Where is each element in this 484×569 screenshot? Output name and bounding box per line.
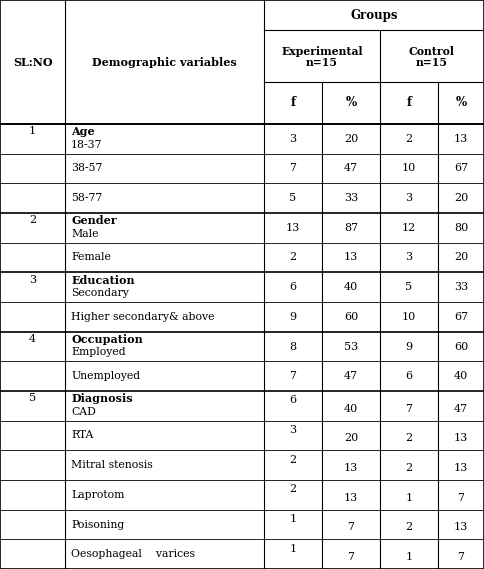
Text: 13: 13	[454, 522, 468, 533]
Text: Poisoning: Poisoning	[71, 519, 124, 530]
Text: 1: 1	[406, 552, 412, 562]
Text: Mitral stenosis: Mitral stenosis	[71, 460, 153, 470]
Text: 12: 12	[402, 223, 416, 233]
Text: 47: 47	[454, 404, 468, 414]
Text: 13: 13	[454, 134, 468, 144]
Text: Oesophageal    varices: Oesophageal varices	[71, 549, 195, 559]
Text: 10: 10	[402, 163, 416, 174]
Text: 5: 5	[406, 282, 412, 292]
Text: 4: 4	[29, 334, 36, 344]
Text: 9: 9	[406, 341, 412, 352]
Text: 3: 3	[406, 193, 412, 203]
Text: 7: 7	[289, 163, 296, 174]
Text: 47: 47	[344, 163, 358, 174]
Text: 7: 7	[348, 522, 354, 533]
Text: 1: 1	[406, 493, 412, 503]
Text: 13: 13	[286, 223, 300, 233]
Text: 60: 60	[454, 341, 468, 352]
Text: 3: 3	[406, 253, 412, 262]
Text: 9: 9	[289, 312, 296, 322]
Text: 13: 13	[454, 463, 468, 473]
Text: 87: 87	[344, 223, 358, 233]
Text: Unemployed: Unemployed	[71, 371, 140, 381]
Text: CAD: CAD	[71, 407, 96, 417]
Text: 53: 53	[344, 341, 358, 352]
Text: 2: 2	[289, 455, 296, 465]
Text: 2: 2	[289, 484, 296, 494]
Text: 3: 3	[289, 134, 296, 144]
Text: 60: 60	[344, 312, 358, 322]
Text: 33: 33	[454, 282, 468, 292]
Text: Employed: Employed	[71, 348, 126, 357]
Text: 1: 1	[289, 514, 296, 524]
Text: Control: Control	[409, 46, 455, 57]
Text: 5: 5	[29, 393, 36, 403]
Text: 3: 3	[29, 275, 36, 284]
Text: 67: 67	[454, 163, 468, 174]
Text: 7: 7	[457, 493, 465, 503]
Text: Occupation: Occupation	[71, 334, 143, 345]
Text: 13: 13	[454, 434, 468, 443]
Text: 7: 7	[289, 371, 296, 381]
Text: Groups: Groups	[350, 9, 398, 22]
Text: Diagnosis: Diagnosis	[71, 393, 133, 405]
Text: Laprotom: Laprotom	[71, 490, 124, 500]
Text: 13: 13	[344, 253, 358, 262]
Text: 47: 47	[344, 371, 358, 381]
Text: 20: 20	[454, 193, 468, 203]
Text: %: %	[455, 97, 467, 109]
Text: 40: 40	[344, 282, 358, 292]
Text: n=15: n=15	[416, 57, 448, 68]
Text: 7: 7	[457, 552, 465, 562]
Text: Age: Age	[71, 126, 95, 137]
Text: 2: 2	[29, 215, 36, 225]
Text: Experimental: Experimental	[281, 46, 363, 57]
Text: 2: 2	[289, 253, 296, 262]
Text: Demographic variables: Demographic variables	[92, 56, 237, 68]
Text: %: %	[346, 97, 356, 109]
Text: 40: 40	[344, 404, 358, 414]
Text: 18-37: 18-37	[71, 140, 103, 150]
Text: f: f	[407, 97, 411, 109]
Text: RTA: RTA	[71, 431, 93, 440]
Text: 20: 20	[344, 134, 358, 144]
Text: 7: 7	[348, 552, 354, 562]
Text: 2: 2	[406, 134, 412, 144]
Text: 1: 1	[29, 126, 36, 137]
Text: 10: 10	[402, 312, 416, 322]
Text: Higher secondary& above: Higher secondary& above	[71, 312, 214, 322]
Text: 2: 2	[406, 463, 412, 473]
Text: f: f	[290, 97, 295, 109]
Text: Male: Male	[71, 229, 99, 239]
Text: 80: 80	[454, 223, 468, 233]
Text: 58-77: 58-77	[71, 193, 103, 203]
Text: 2: 2	[406, 434, 412, 443]
Text: 6: 6	[406, 371, 412, 381]
Text: SL:NO: SL:NO	[13, 56, 52, 68]
Text: Secondary: Secondary	[71, 288, 129, 298]
Text: 40: 40	[454, 371, 468, 381]
Text: 6: 6	[289, 395, 296, 406]
Text: 20: 20	[454, 253, 468, 262]
Text: 20: 20	[344, 434, 358, 443]
Text: Female: Female	[71, 253, 111, 262]
Text: 8: 8	[289, 341, 296, 352]
Text: 2: 2	[406, 522, 412, 533]
Text: 6: 6	[289, 282, 296, 292]
Text: Gender: Gender	[71, 215, 117, 226]
Text: 7: 7	[406, 404, 412, 414]
Text: 38-57: 38-57	[71, 163, 103, 174]
Text: 5: 5	[289, 193, 296, 203]
Text: 13: 13	[344, 493, 358, 503]
Text: 67: 67	[454, 312, 468, 322]
Text: 3: 3	[289, 425, 296, 435]
Text: 1: 1	[289, 544, 296, 554]
Text: Education: Education	[71, 275, 135, 286]
Text: 13: 13	[344, 463, 358, 473]
Text: 33: 33	[344, 193, 358, 203]
Text: n=15: n=15	[306, 57, 338, 68]
